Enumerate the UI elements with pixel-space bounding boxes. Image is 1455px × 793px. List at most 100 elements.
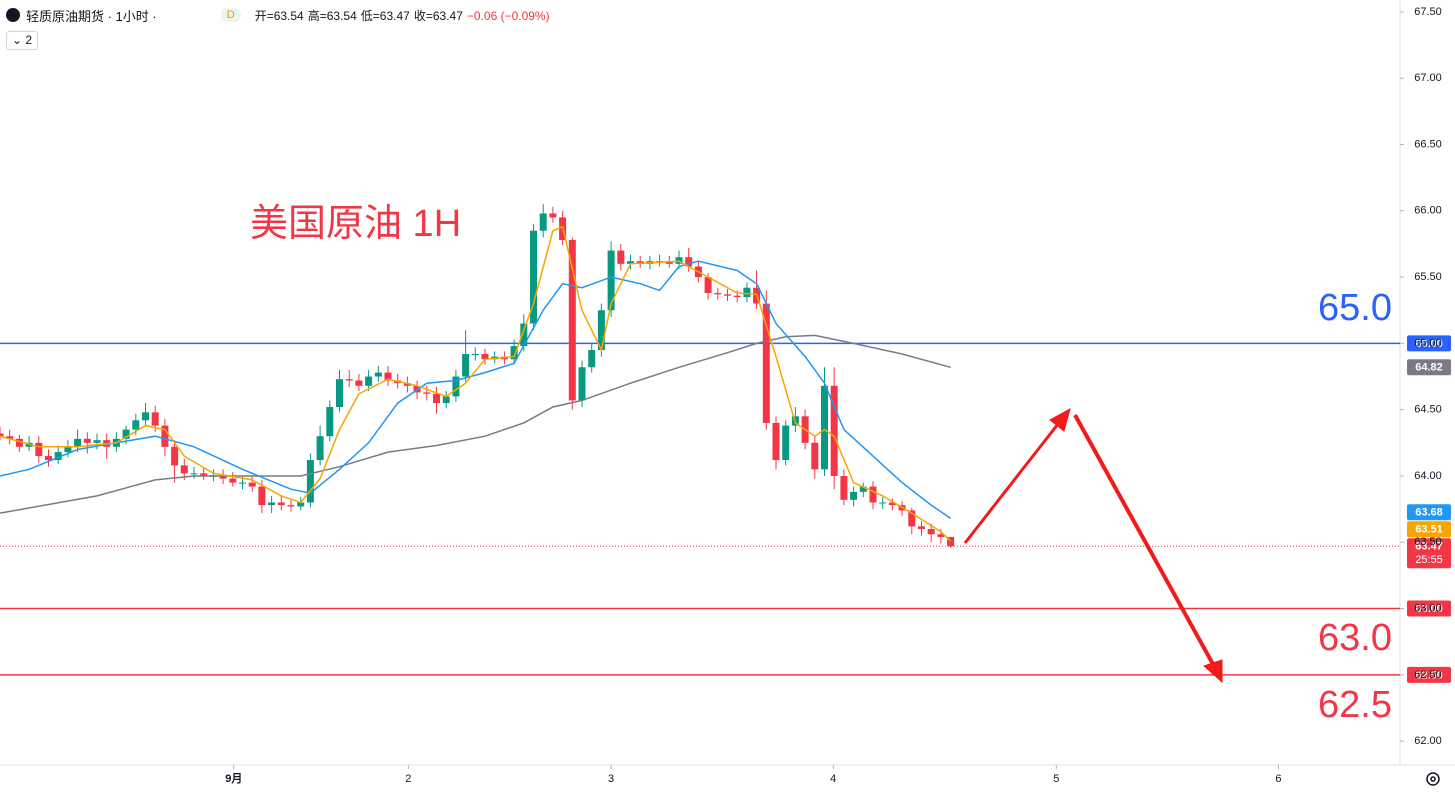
candle-body [607,250,615,311]
symbol-icon [6,8,20,22]
x-tick-label: 4 [830,773,836,785]
candle-body [93,440,101,443]
candle-body [888,502,896,506]
price-tag-label: 63.00 [1415,603,1443,615]
candle-body [83,438,91,443]
candle-body [74,438,82,447]
price-tag [1407,359,1451,376]
candle-body [529,230,537,324]
candle-body [937,534,945,537]
candle-body [316,436,324,461]
forecast-arrows [963,407,1223,684]
price-tag-label: 64.82 [1415,362,1443,374]
candle-body [733,295,741,297]
candle-body [161,425,169,447]
x-tick-label: 6 [1275,773,1281,785]
candle-body [141,412,149,421]
candle-body [345,379,353,381]
candle-body [481,353,489,360]
candle-body [850,491,858,500]
candle-body [355,380,363,386]
candle-body [947,536,955,547]
y-tick-label: 63.00 [1414,602,1442,614]
candle-body [917,526,925,530]
candle-body [510,346,518,360]
candle-body [743,287,751,297]
candle-body [597,310,605,351]
candle-body [297,502,305,507]
y-tick-label: 65.00 [1414,337,1442,349]
moving-average [0,260,952,520]
status-badge[interactable]: D [220,8,241,22]
moving-average [0,334,951,514]
candle-body [869,486,877,503]
price-tag [1407,521,1451,538]
candle-body [471,353,479,355]
legend-item: 高=63.54 [307,8,357,23]
legend-item: 收=63.47 [413,8,463,23]
price-tag [1407,600,1451,617]
candle-body [238,482,246,484]
candle-body [44,456,52,461]
candle-body [626,261,634,264]
candle-body [384,372,392,381]
candle-body [403,383,411,386]
candle-body [840,475,848,500]
candle-body [704,277,712,294]
y-tick-label: 63.50 [1414,536,1442,548]
candle-body [423,392,431,394]
candle-body [772,422,780,461]
candle-body [0,433,4,437]
level-annotation: 65.0 [1318,287,1392,329]
candle-body [15,438,23,447]
chart-title: 美国原油 1H [250,203,461,245]
candle-body [122,429,130,439]
candle-body [326,407,334,437]
candle-body [908,510,916,527]
y-tick-label: 62.00 [1414,735,1442,747]
legend-item: −0.06 (−0.09%) [466,8,550,23]
price-tag-label: 63.47 [1415,541,1443,553]
candle-body [685,257,693,267]
x-tick-label: 2 [405,773,411,785]
candle-body [452,376,460,397]
candle-body [462,353,470,377]
x-tick-label: 9月 [225,772,242,785]
candle-body [35,442,43,457]
y-tick-label: 64.50 [1414,404,1442,416]
price-tag-label: 63.51 [1415,524,1443,536]
y-tick-label: 64.00 [1414,470,1442,482]
ohlc-legend: 开=63.54 高=63.54 低=63.47 收=63.47 −0.06 (−0.09… [255,7,554,24]
candle-body [132,420,140,430]
layers-count: 2 [25,33,33,47]
candle-body [6,436,14,439]
y-tick-label: 66.00 [1414,205,1442,217]
candle-body [723,294,731,296]
candle-body [229,478,237,483]
candle-body [200,473,208,476]
candle-body [374,372,382,377]
candle-body [539,213,547,231]
candle-body [568,239,576,401]
moving-average [0,225,952,542]
candle-body [180,465,188,474]
price-tag-label: 65.00 [1415,338,1443,350]
y-tick-label: 67.00 [1414,72,1442,84]
candle-body [365,376,373,386]
candle-body [190,473,198,475]
y-tick-label: 66.50 [1414,138,1442,150]
candle-body [665,261,673,264]
price-tag-label: 63.68 [1415,507,1443,519]
candle-body [287,505,295,507]
price-tag [1407,538,1451,569]
candle-body [927,529,935,535]
candle-body [432,393,440,404]
settings-icon[interactable] [1426,772,1440,786]
candle-body [54,452,62,461]
layers-toggle[interactable]: ⌄ 2 [6,31,39,50]
candle-body [617,250,625,264]
price-tag [1407,504,1451,521]
x-tick-label: 3 [608,773,614,785]
candle-body [442,396,450,404]
